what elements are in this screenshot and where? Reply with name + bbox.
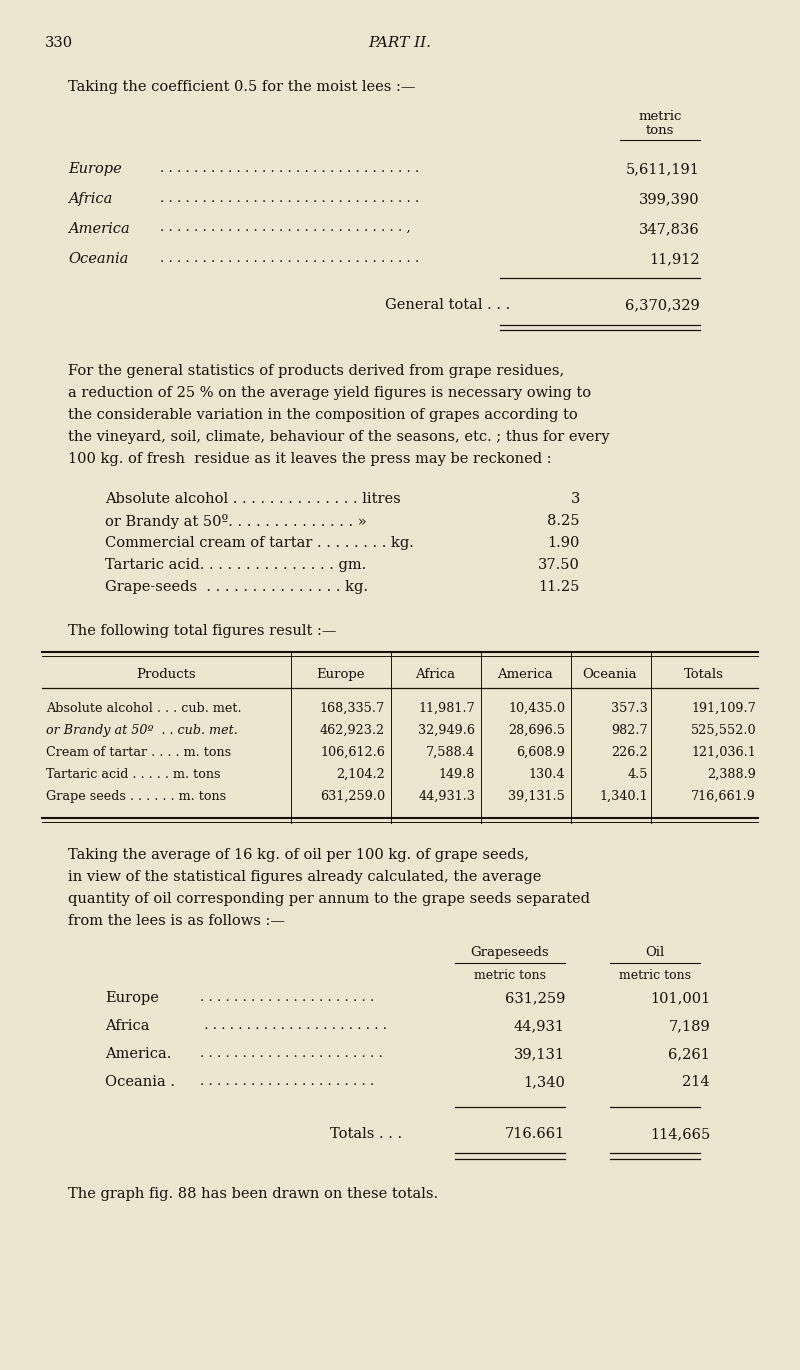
Text: Taking the coefficient 0.5 for the moist lees :—: Taking the coefficient 0.5 for the moist… — [68, 79, 415, 95]
Text: 525,552.0: 525,552.0 — [690, 723, 756, 737]
Text: 8.25: 8.25 — [547, 514, 580, 527]
Text: 631,259.0: 631,259.0 — [320, 790, 385, 803]
Text: 114,665: 114,665 — [650, 1128, 710, 1141]
Text: Africa: Africa — [68, 192, 112, 206]
Text: 39,131.5: 39,131.5 — [508, 790, 565, 803]
Text: The graph fig. 88 has been drawn on these totals.: The graph fig. 88 has been drawn on thes… — [68, 1186, 438, 1201]
Text: 7,189: 7,189 — [668, 1019, 710, 1033]
Text: the vineyard, soil, climate, behaviour of the seasons, etc. ; thus for every: the vineyard, soil, climate, behaviour o… — [68, 430, 610, 444]
Text: 5,611,191: 5,611,191 — [626, 162, 700, 175]
Text: . . . . . . . . . . . . . . . . . . . . . . . . . . . . . . .: . . . . . . . . . . . . . . . . . . . . … — [160, 162, 419, 175]
Text: Grape seeds . . . . . . m. tons: Grape seeds . . . . . . m. tons — [46, 790, 226, 803]
Text: For the general statistics of products derived from grape residues,: For the general statistics of products d… — [68, 364, 564, 378]
Text: Products: Products — [136, 669, 196, 681]
Text: Europe: Europe — [68, 162, 122, 175]
Text: Grape-seeds  . . . . . . . . . . . . . . . kg.: Grape-seeds . . . . . . . . . . . . . . … — [105, 580, 368, 595]
Text: 106,612.6: 106,612.6 — [320, 747, 385, 759]
Text: a reduction of 25 % on the average yield figures is necessary owing to: a reduction of 25 % on the average yield… — [68, 386, 591, 400]
Text: 2,388.9: 2,388.9 — [707, 769, 756, 781]
Text: 6,261: 6,261 — [668, 1047, 710, 1060]
Text: or Brandy at 50º  . . cub. met.: or Brandy at 50º . . cub. met. — [46, 723, 238, 737]
Text: 6,370,329: 6,370,329 — [626, 299, 700, 312]
Text: America.: America. — [105, 1047, 171, 1060]
Text: Oceania: Oceania — [582, 669, 638, 681]
Text: Tartaric acid. . . . . . . . . . . . . . . gm.: Tartaric acid. . . . . . . . . . . . . .… — [105, 558, 366, 573]
Text: . . . . . . . . . . . . . . . . . . . . .: . . . . . . . . . . . . . . . . . . . . … — [200, 991, 374, 1004]
Text: General total . . .: General total . . . — [385, 299, 510, 312]
Text: 10,435.0: 10,435.0 — [508, 701, 565, 715]
Text: . . . . . . . . . . . . . . . . . . . . . . . . . . . . . ,: . . . . . . . . . . . . . . . . . . . . … — [160, 222, 410, 236]
Text: metric tons: metric tons — [474, 969, 546, 982]
Text: 3: 3 — [570, 492, 580, 506]
Text: 716,661.9: 716,661.9 — [691, 790, 756, 803]
Text: Africa: Africa — [105, 1019, 150, 1033]
Text: Absolute alcohol . . . cub. met.: Absolute alcohol . . . cub. met. — [46, 701, 242, 715]
Text: 11.25: 11.25 — [538, 580, 580, 595]
Text: 44,931.3: 44,931.3 — [418, 790, 475, 803]
Text: 11,912: 11,912 — [650, 252, 700, 266]
Text: 39,131: 39,131 — [514, 1047, 565, 1060]
Text: 7,588.4: 7,588.4 — [426, 747, 475, 759]
Text: in view of the statistical figures already calculated, the average: in view of the statistical figures alrea… — [68, 870, 542, 884]
Text: 121,036.1: 121,036.1 — [691, 747, 756, 759]
Text: or Brandy at 50º. . . . . . . . . . . . . . »: or Brandy at 50º. . . . . . . . . . . . … — [105, 514, 366, 529]
Text: 11,981.7: 11,981.7 — [418, 701, 475, 715]
Text: The following total figures result :—: The following total figures result :— — [68, 623, 337, 638]
Text: 32,949.6: 32,949.6 — [418, 723, 475, 737]
Text: Oil: Oil — [646, 947, 665, 959]
Text: America: America — [497, 669, 553, 681]
Text: Commercial cream of tartar . . . . . . . . kg.: Commercial cream of tartar . . . . . . .… — [105, 536, 414, 549]
Text: Europe: Europe — [316, 669, 364, 681]
Text: 631,259: 631,259 — [505, 991, 565, 1006]
Text: quantity of oil corresponding per annum to the grape seeds separated: quantity of oil corresponding per annum … — [68, 892, 590, 906]
Text: 1,340.1: 1,340.1 — [599, 790, 648, 803]
Text: . . . . . . . . . . . . . . . . . . . . . . . . . . . . . . .: . . . . . . . . . . . . . . . . . . . . … — [160, 192, 419, 206]
Text: 226.2: 226.2 — [611, 747, 648, 759]
Text: 168,335.7: 168,335.7 — [320, 701, 385, 715]
Text: 462,923.2: 462,923.2 — [320, 723, 385, 737]
Text: 330: 330 — [45, 36, 73, 49]
Text: 982.7: 982.7 — [611, 723, 648, 737]
Text: metric tons: metric tons — [619, 969, 691, 982]
Text: Taking the average of 16 kg. of oil per 100 kg. of grape seeds,: Taking the average of 16 kg. of oil per … — [68, 848, 529, 862]
Text: Grapeseeds: Grapeseeds — [470, 947, 550, 959]
Text: Europe: Europe — [105, 991, 159, 1006]
Text: 2,104.2: 2,104.2 — [336, 769, 385, 781]
Text: 37.50: 37.50 — [538, 558, 580, 573]
Text: 1,340: 1,340 — [523, 1075, 565, 1089]
Text: 214: 214 — [682, 1075, 710, 1089]
Text: Absolute alcohol . . . . . . . . . . . . . . litres: Absolute alcohol . . . . . . . . . . . .… — [105, 492, 401, 506]
Text: Cream of tartar . . . . m. tons: Cream of tartar . . . . m. tons — [46, 747, 231, 759]
Text: Africa: Africa — [415, 669, 455, 681]
Text: . . . . . . . . . . . . . . . . . . . . .: . . . . . . . . . . . . . . . . . . . . … — [200, 1075, 374, 1088]
Text: . . . . . . . . . . . . . . . . . . . . . .: . . . . . . . . . . . . . . . . . . . . … — [200, 1047, 382, 1060]
Text: from the lees is as follows :—: from the lees is as follows :— — [68, 914, 285, 927]
Text: Tartaric acid . . . . . m. tons: Tartaric acid . . . . . m. tons — [46, 769, 221, 781]
Text: 28,696.5: 28,696.5 — [508, 723, 565, 737]
Text: Totals . . .: Totals . . . — [330, 1128, 402, 1141]
Text: Totals: Totals — [684, 669, 724, 681]
Text: 357.3: 357.3 — [611, 701, 648, 715]
Text: 399,390: 399,390 — [639, 192, 700, 206]
Text: 6,608.9: 6,608.9 — [516, 747, 565, 759]
Text: 191,109.7: 191,109.7 — [691, 701, 756, 715]
Text: . . . . . . . . . . . . . . . . . . . . . .: . . . . . . . . . . . . . . . . . . . . … — [200, 1019, 387, 1032]
Text: 44,931: 44,931 — [514, 1019, 565, 1033]
Text: 149.8: 149.8 — [438, 769, 475, 781]
Text: Oceania .: Oceania . — [105, 1075, 175, 1089]
Text: 130.4: 130.4 — [529, 769, 565, 781]
Text: tons: tons — [646, 125, 674, 137]
Text: 347,836: 347,836 — [639, 222, 700, 236]
Text: 1.90: 1.90 — [548, 536, 580, 549]
Text: America: America — [68, 222, 130, 236]
Text: 716.661: 716.661 — [505, 1128, 565, 1141]
Text: the considerable variation in the composition of grapes according to: the considerable variation in the compos… — [68, 408, 578, 422]
Text: 101,001: 101,001 — [650, 991, 710, 1006]
Text: 4.5: 4.5 — [627, 769, 648, 781]
Text: Oceania: Oceania — [68, 252, 128, 266]
Text: 100 kg. of fresh  residue as it leaves the press may be reckoned :: 100 kg. of fresh residue as it leaves th… — [68, 452, 552, 466]
Text: PART II.: PART II. — [369, 36, 431, 49]
Text: . . . . . . . . . . . . . . . . . . . . . . . . . . . . . . .: . . . . . . . . . . . . . . . . . . . . … — [160, 252, 419, 264]
Text: metric: metric — [638, 110, 682, 123]
